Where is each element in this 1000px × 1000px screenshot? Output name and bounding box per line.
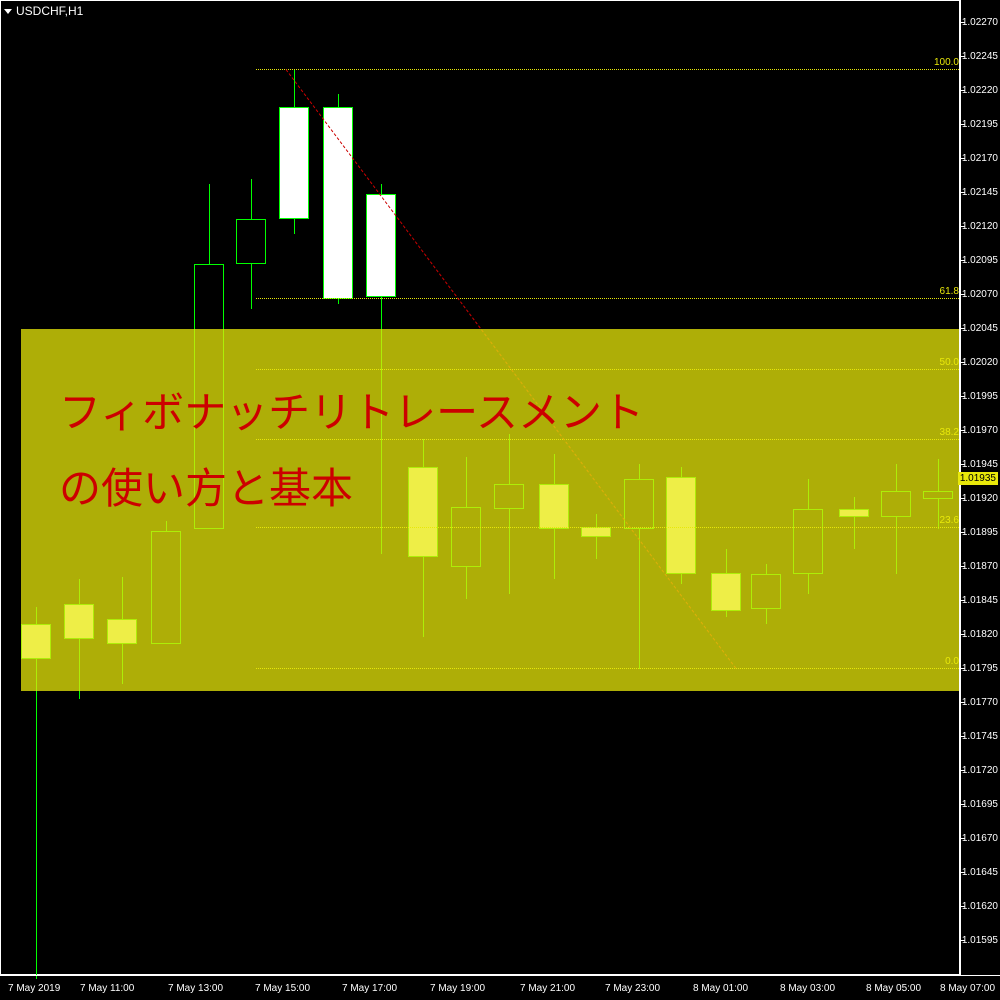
price-label: 1.02170 [962, 153, 998, 164]
price-label: 1.01895 [962, 527, 998, 538]
price-label: 1.01645 [962, 867, 998, 878]
price-label: 1.01870 [962, 561, 998, 572]
time-label: 7 May 11:00 [80, 983, 134, 994]
price-label: 1.01970 [962, 425, 998, 436]
time-label: 7 May 15:00 [255, 983, 310, 994]
time-label: 7 May 2019 [8, 983, 60, 994]
fib-line[interactable] [256, 69, 961, 70]
price-label: 1.01620 [962, 901, 998, 912]
price-label: 1.02145 [962, 187, 998, 198]
time-label: 8 May 05:00 [866, 983, 921, 994]
price-label: 1.01845 [962, 595, 998, 606]
chevron-down-icon[interactable] [4, 9, 12, 14]
time-label: 8 May 07:00 [940, 983, 995, 994]
chart-symbol-label: USDCHF,H1 [16, 4, 83, 18]
candle-body [236, 219, 266, 264]
price-label: 1.01795 [962, 663, 998, 674]
price-label: 1.01820 [962, 629, 998, 640]
chart-plot-area[interactable]: 100.061.850.038.223.60.0フィボナッチリトレースメントの使… [1, 19, 961, 974]
chart-container[interactable]: USDCHF,H1 100.061.850.038.223.60.0フィボナッチ… [0, 0, 960, 975]
price-label: 1.02270 [962, 17, 998, 28]
candle-body [323, 107, 353, 299]
fib-label: 61.8 [940, 286, 959, 297]
price-label: 1.01770 [962, 697, 998, 708]
price-label: 1.02045 [962, 323, 998, 334]
fib-label: 100.0 [934, 57, 959, 68]
price-label: 1.02220 [962, 85, 998, 96]
current-price-label: 1.01935 [958, 472, 998, 485]
price-label: 1.01995 [962, 391, 998, 402]
time-label: 7 May 13:00 [168, 983, 223, 994]
fib-line[interactable] [256, 298, 961, 299]
price-label: 1.02245 [962, 51, 998, 62]
price-label: 1.01720 [962, 765, 998, 776]
time-axis[interactable]: 7 May 2019 7 May 11:00 7 May 13:00 7 May 15… [0, 975, 1000, 1000]
price-label: 1.01745 [962, 731, 998, 742]
price-label: 1.02070 [962, 289, 998, 300]
time-label: 7 May 21:00 [520, 983, 575, 994]
price-label: 1.02195 [962, 119, 998, 130]
price-label: 1.01920 [962, 493, 998, 504]
chart-title-bar[interactable]: USDCHF,H1 [4, 4, 83, 18]
price-label: 1.02020 [962, 357, 998, 368]
overlay-title-text: フィボナッチリトレースメントの使い方と基本 [59, 377, 644, 528]
price-label: 1.01595 [962, 935, 998, 946]
price-label: 1.01695 [962, 799, 998, 810]
time-label: 7 May 19:00 [430, 983, 485, 994]
candle-body [279, 107, 309, 219]
time-label: 7 May 17:00 [342, 983, 397, 994]
time-label: 8 May 01:00 [693, 983, 748, 994]
price-label: 1.02095 [962, 255, 998, 266]
time-label: 7 May 23:00 [605, 983, 660, 994]
time-label: 8 May 03:00 [780, 983, 835, 994]
price-label: 1.01670 [962, 833, 998, 844]
price-axis[interactable]: 1.02270 1.02245 1.02220 1.02195 1.02170 1.021… [960, 0, 1000, 975]
price-label: 1.01945 [962, 459, 998, 470]
price-label: 1.02120 [962, 221, 998, 232]
